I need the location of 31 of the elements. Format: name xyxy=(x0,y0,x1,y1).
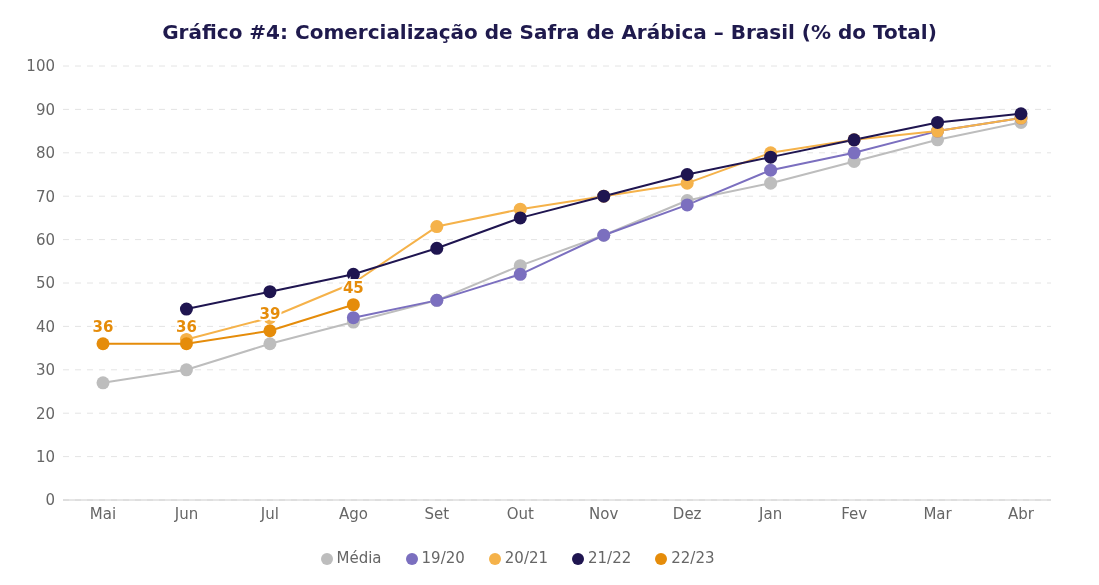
legend-label: 20/21 xyxy=(504,549,549,567)
chart-title: Gráfico #4: Comercialização de Safra de Arábica – Brasil (% do Total) xyxy=(161,19,938,46)
x-tick-label: Ago xyxy=(338,504,368,523)
x-tick-label: Jul xyxy=(259,504,279,523)
x-tick-label: Abr xyxy=(1008,504,1035,523)
y-tick-label: 50 xyxy=(35,274,55,293)
legend-label: Média xyxy=(336,549,382,567)
x-tick-label: Jan xyxy=(758,504,783,523)
x-tick-label: Jun xyxy=(173,504,199,523)
x-tick-label: Dez xyxy=(672,504,702,523)
y-tick-label: 90 xyxy=(35,100,55,119)
y-tick-label: 40 xyxy=(35,317,55,336)
x-tick-label: Nov xyxy=(589,504,619,523)
y-tick-label: 0 xyxy=(45,491,55,510)
y-tick-label: 70 xyxy=(35,187,55,206)
x-tick-label: Out xyxy=(506,504,534,523)
legend-label: 19/20 xyxy=(421,549,465,567)
legend-label: 21/22 xyxy=(588,549,632,567)
y-tick-label: 20 xyxy=(35,404,55,423)
x-tick-label: Mai xyxy=(89,504,117,523)
x-tick-label: Mar xyxy=(923,504,953,523)
x-tick-label: Fev xyxy=(841,504,868,523)
y-tick-label: 30 xyxy=(35,361,55,380)
legend-label: 22/23 xyxy=(671,549,715,567)
y-tick-label: 60 xyxy=(35,230,55,249)
data-label: 36 xyxy=(176,317,197,336)
y-tick-label: 80 xyxy=(35,144,55,163)
data-label: 36 xyxy=(92,317,114,336)
x-tick-label: Set xyxy=(424,504,450,523)
y-tick-label: 10 xyxy=(35,447,55,466)
y-tick-label: 100 xyxy=(26,57,55,76)
